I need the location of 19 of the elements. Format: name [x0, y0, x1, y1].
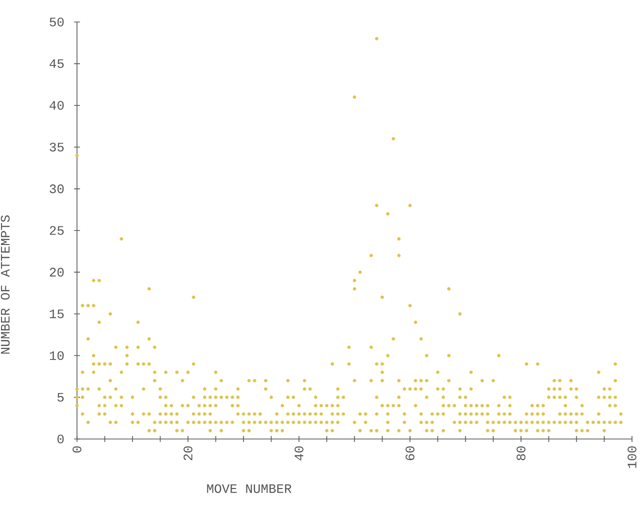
y-tick-label: 50 [50, 18, 64, 26]
y-tick-label: 15 [50, 310, 64, 318]
y-tick-label: 45 [50, 59, 64, 68]
x-tick-label: 0 [72, 446, 82, 453]
x-axis-title: MOVE NUMBER [207, 484, 292, 494]
y-axis-title: NUMBER OF ATTEMPTS [0, 215, 10, 354]
x-tick-label: 20 [184, 446, 192, 460]
y-tick-label: 40 [50, 101, 64, 110]
y-tick-label: 0 [57, 434, 64, 444]
x-tick-label: 80 [516, 446, 526, 460]
y-tick-label: 20 [50, 268, 64, 277]
x-tick-label: 40 [294, 446, 304, 460]
x-tick-label: 100 [628, 446, 636, 468]
x-tick-label: 60 [406, 446, 414, 460]
y-tick-label: 25 [50, 226, 64, 235]
y-tick-label: 35 [50, 142, 64, 152]
y-tick-label: 10 [50, 351, 64, 360]
y-tick-label: 5 [58, 392, 64, 402]
y-tick-label: 30 [50, 184, 64, 194]
